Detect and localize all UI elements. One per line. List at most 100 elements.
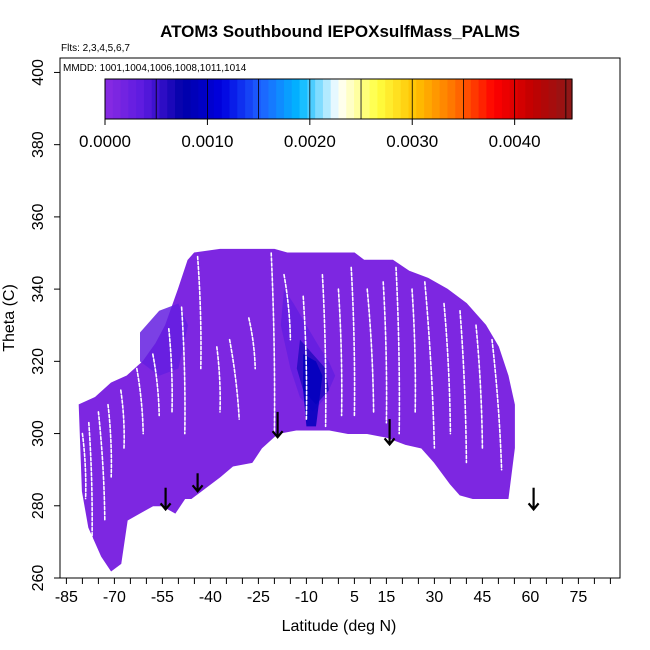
colorbar-cell — [509, 79, 519, 119]
flight-track — [302, 295, 308, 420]
down-arrow — [191, 473, 204, 494]
colorbar-cell — [400, 79, 410, 119]
colorbar-cell — [291, 79, 301, 119]
colorbar-cell — [143, 79, 153, 119]
enhanced-region — [140, 303, 188, 376]
colorbar-cell — [392, 79, 402, 119]
arrow-head — [527, 502, 540, 512]
colorbar-cell — [416, 79, 425, 119]
flight-track — [321, 273, 327, 428]
colorbar-cell — [369, 79, 379, 119]
colorbar-cell — [385, 79, 394, 119]
x-tick-label: -85 — [55, 589, 78, 606]
colorbar-frame — [104, 78, 573, 120]
x-tick-label: 75 — [570, 589, 588, 606]
colorbar-tick-label: 0.0000 — [79, 132, 131, 151]
flight-track — [97, 411, 106, 522]
flight-track — [459, 309, 468, 464]
x-tick-label: 15 — [378, 589, 396, 606]
colorbar-cell — [486, 79, 495, 119]
colorbar-cell — [237, 79, 246, 119]
flight-track — [395, 266, 401, 435]
colorbar-cell — [206, 79, 215, 119]
down-arrow — [159, 487, 172, 512]
colorbar-cell — [564, 79, 573, 119]
y-tick-label: 340 — [30, 276, 47, 303]
flight-track — [411, 288, 417, 413]
flight-track — [228, 338, 240, 420]
flight-track — [216, 346, 221, 413]
colorbar-cell — [377, 79, 386, 119]
arrow-head — [383, 437, 396, 447]
colorbar-cell — [299, 79, 308, 119]
flight-track — [491, 338, 503, 471]
field-enhancements — [140, 289, 336, 427]
colorbar-cell — [260, 79, 270, 119]
colorbar-cell — [245, 79, 254, 119]
down-arrow — [383, 419, 396, 447]
colorbar-cell — [307, 79, 316, 119]
chart-title: ATOM3 Southbound IEPOXsulfMass_PALMS — [160, 22, 520, 41]
x-tick-label: -70 — [103, 589, 126, 606]
flight-track — [168, 328, 173, 413]
colorbar-tick-label: 0.0010 — [181, 132, 233, 151]
flight-track — [443, 302, 452, 435]
flight-track — [337, 288, 343, 417]
colorbar-cells — [104, 79, 573, 119]
colorbar-cell — [525, 79, 534, 119]
data-field — [78, 248, 515, 572]
x-tick-label: 60 — [522, 589, 540, 606]
colorbar-cell — [284, 79, 293, 119]
colorbar-cell — [105, 79, 114, 119]
colorbar-cell — [354, 79, 363, 119]
colorbar-cell — [330, 79, 340, 119]
y-axis-label: Theta (C) — [1, 284, 18, 352]
y-tick-label: 260 — [30, 565, 47, 592]
y-tick-label: 360 — [30, 203, 47, 230]
colorbar-cell — [268, 79, 277, 119]
colorbar-cell — [190, 79, 199, 119]
colorbar-ticks: 0.0000 0.0010 0.0020 0.0030 0.0040 — [79, 119, 541, 151]
colorbar-cell — [517, 79, 526, 119]
colorbar-cell — [120, 79, 129, 119]
colorbar-cell — [182, 79, 192, 119]
colorbar-cell — [112, 79, 122, 119]
colorbar-cell — [346, 79, 355, 119]
x-tick-label: 30 — [426, 589, 444, 606]
flight-track — [350, 266, 356, 417]
colorbar-cell — [478, 79, 487, 119]
y-tick-label: 300 — [30, 420, 47, 447]
flight-track — [81, 432, 87, 500]
y-tick-label: 280 — [30, 492, 47, 519]
x-tick-label: -55 — [151, 589, 174, 606]
colorbar-cell — [556, 79, 565, 119]
x-tick-label: -10 — [295, 589, 318, 606]
colorbar-cell — [315, 79, 324, 119]
arrow-head — [191, 484, 204, 494]
colorbar-cell — [424, 79, 433, 119]
colorbar-tick-label: 0.0020 — [284, 132, 336, 151]
flight-track — [424, 281, 436, 449]
flight-track — [88, 421, 93, 543]
flight-track — [366, 288, 375, 413]
x-axis: -85 -70 -55 -40 -25 -10 5 15 30 45 60 75 — [55, 578, 611, 606]
colorbar-cell — [159, 79, 168, 119]
x-tick-label: -25 — [247, 589, 270, 606]
flight-track — [283, 273, 292, 341]
x-axis-label: Latitude (deg N) — [282, 618, 397, 635]
down-arrow — [527, 487, 540, 512]
flight-track — [196, 255, 202, 370]
colorbar-cell — [338, 79, 347, 119]
colorbar-cell — [463, 79, 472, 119]
arrow-head — [271, 430, 284, 439]
colorbar-cell — [361, 79, 371, 119]
colorbar-cell — [540, 79, 550, 119]
flight-track — [152, 353, 160, 417]
colorbar-cell — [276, 79, 285, 119]
arrows — [159, 411, 540, 512]
flight-track — [382, 281, 388, 424]
flight-track — [120, 389, 125, 449]
colorbar-cell — [501, 79, 511, 119]
x-tick-label: 5 — [350, 589, 359, 606]
